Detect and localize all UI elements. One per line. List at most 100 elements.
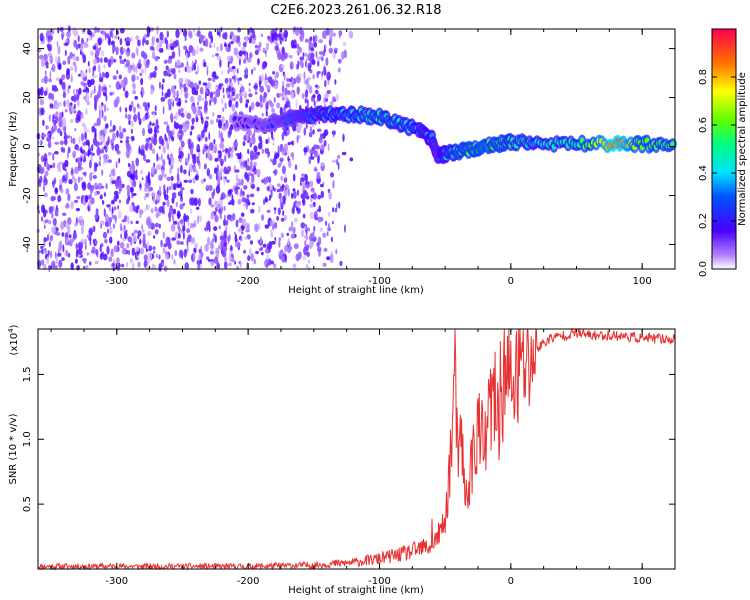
- noise-blob: [325, 45, 327, 50]
- noise-blob: [110, 119, 112, 127]
- noise-blob: [243, 249, 247, 254]
- noise-blob: [88, 36, 92, 41]
- noise-blob: [110, 206, 112, 215]
- noise-blob: [84, 194, 89, 203]
- noise-blob: [98, 83, 101, 93]
- noise-blob: [326, 231, 329, 237]
- noise-blob: [289, 55, 293, 59]
- noise-blob: [92, 66, 95, 72]
- noise-blob: [125, 149, 130, 159]
- noise-blob: [84, 265, 89, 269]
- noise-blob: [189, 208, 193, 214]
- noise-blob: [76, 99, 80, 107]
- noise-blob: [57, 195, 62, 203]
- noise-blob: [167, 73, 172, 77]
- noise-blob: [94, 182, 98, 190]
- noise-blob: [314, 166, 317, 171]
- noise-blob: [101, 169, 104, 176]
- colorbar-tick-label: 0.6: [698, 117, 709, 133]
- noise-blob: [236, 68, 239, 74]
- noise-blob: [186, 238, 189, 247]
- noise-blob: [117, 240, 120, 247]
- noise-blob: [78, 249, 83, 256]
- noise-blob: [81, 226, 84, 235]
- noise-blob: [67, 87, 70, 94]
- noise-blob: [58, 62, 62, 70]
- noise-blob: [218, 119, 222, 128]
- noise-blob: [59, 140, 64, 146]
- noise-blob: [54, 141, 59, 145]
- noise-blob: [225, 120, 229, 129]
- noise-blob: [306, 263, 308, 269]
- noise-blob: [49, 70, 52, 80]
- noise-blob: [173, 259, 176, 265]
- noise-blob: [41, 166, 45, 174]
- noise-blob: [348, 30, 354, 39]
- noise-blob: [145, 138, 150, 143]
- noise-blob: [150, 208, 154, 214]
- noise-blob: [271, 108, 275, 113]
- snr-x-tick-label: -300: [105, 576, 128, 587]
- noise-blob: [292, 191, 297, 199]
- noise-blob: [296, 50, 301, 54]
- noise-blob: [323, 65, 326, 72]
- noise-blob: [272, 142, 275, 146]
- noise-blob: [229, 217, 234, 222]
- noise-blob: [162, 78, 165, 83]
- noise-blob: [249, 193, 255, 198]
- noise-blob: [67, 55, 71, 65]
- noise-blob: [323, 96, 326, 104]
- noise-blob: [309, 126, 312, 134]
- noise-blob: [94, 213, 98, 220]
- colorbar-tick-label: 0.2: [698, 213, 709, 229]
- noise-blob: [176, 172, 180, 182]
- spectrogram-y-tick-label: 0: [22, 143, 33, 149]
- noise-blob: [147, 171, 150, 180]
- noise-blob: [65, 38, 69, 43]
- noise-blob: [260, 246, 264, 251]
- noise-blob: [76, 196, 81, 200]
- noise-blob: [76, 265, 80, 271]
- noise-blob: [324, 82, 327, 87]
- noise-blob: [180, 181, 182, 189]
- noise-blob: [239, 95, 243, 104]
- noise-blob: [207, 146, 210, 156]
- noise-blob: [302, 52, 305, 58]
- snr-y-multiplier: (x104): [7, 324, 20, 355]
- noise-blob: [163, 173, 167, 179]
- noise-blob: [234, 261, 237, 265]
- noise-blob: [188, 163, 194, 172]
- spectrogram-x-label: Height of straight line (km): [288, 285, 424, 296]
- noise-blob: [158, 254, 161, 260]
- noise-blob: [222, 87, 225, 94]
- noise-blob: [251, 136, 256, 145]
- noise-blob: [241, 50, 246, 55]
- snr-panel: -300 -200 -100 0 100 0.5 1.0 1.5 Height of stra…: [7, 324, 676, 596]
- noise-blob: [242, 191, 245, 197]
- noise-blob: [254, 49, 259, 56]
- noise-blob: [171, 237, 176, 241]
- noise-blob: [324, 92, 329, 99]
- noise-blob: [166, 176, 171, 182]
- noise-blob: [125, 107, 128, 113]
- noise-blob: [156, 164, 159, 172]
- noise-blob: [220, 196, 223, 201]
- noise-blob: [279, 197, 282, 205]
- noise-blob: [103, 158, 105, 167]
- noise-blob: [78, 136, 81, 144]
- noise-blob: [323, 129, 329, 137]
- noise-blob: [272, 157, 277, 166]
- noise-blob: [80, 146, 83, 154]
- noise-blob: [215, 53, 219, 57]
- noise-blob: [312, 124, 315, 128]
- noise-blob: [286, 78, 290, 82]
- noise-blob: [273, 263, 277, 269]
- noise-blob: [251, 175, 255, 184]
- noise-blob: [222, 107, 225, 112]
- noise-blob: [269, 194, 271, 201]
- noise-blob: [197, 94, 202, 102]
- noise-blob: [73, 39, 78, 48]
- noise-blob: [94, 260, 99, 265]
- noise-blob: [38, 250, 41, 254]
- noise-blob: [224, 246, 228, 252]
